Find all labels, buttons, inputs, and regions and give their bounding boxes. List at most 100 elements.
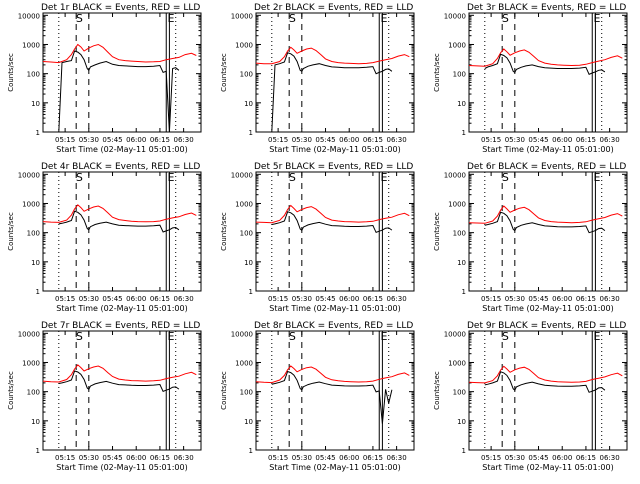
x-axis-label: Start Time (02-May-11 05:01:00) xyxy=(56,304,187,313)
y-tick-label: 100 xyxy=(240,230,253,238)
x-tick-label: 05:30 xyxy=(79,454,99,462)
x-tick-label: 05:30 xyxy=(505,136,525,144)
y-tick-label: 1000 xyxy=(235,359,253,367)
y-tick-label: 1000 xyxy=(22,359,40,367)
x-tick-label: 06:30 xyxy=(174,454,194,462)
event-marker-label: E xyxy=(381,12,388,25)
event-marker-label: S xyxy=(76,12,83,25)
y-tick-label: 100 xyxy=(240,389,253,397)
plot-frame xyxy=(42,171,202,292)
plot-panel: Det 2r BLACK = Events, RED = LLD 1 10 100 10… xyxy=(220,3,415,154)
y-tick-label: 1 xyxy=(462,129,466,137)
x-tick-label: 06:30 xyxy=(600,136,620,144)
y-tick-label: 1 xyxy=(249,129,253,137)
plot-panel: Det 7r BLACK = Events, RED = LLD 1 10 100 10… xyxy=(7,321,202,472)
y-tick-label: 10 xyxy=(244,100,253,108)
event-marker-label: E xyxy=(168,171,175,184)
x-tick-label: 06:15 xyxy=(576,295,596,303)
x-tick-label: 06:30 xyxy=(174,136,194,144)
y-tick-label: 10 xyxy=(244,418,253,426)
plot-panel: Det 8r BLACK = Events, RED = LLD 1 10 100 10… xyxy=(220,321,415,472)
y-tick-label: 100 xyxy=(453,389,466,397)
y-axis-label: Counts/sec xyxy=(220,212,228,251)
x-tick-label: 06:15 xyxy=(363,454,383,462)
event-marker-label: E xyxy=(381,330,388,343)
event-marker-label: S xyxy=(289,330,296,343)
y-tick-label: 10000 xyxy=(231,12,253,20)
x-tick-label: 05:45 xyxy=(102,454,122,462)
y-axis-label: Counts/sec xyxy=(7,212,15,251)
x-tick-label: 05:45 xyxy=(528,295,548,303)
y-tick-label: 10 xyxy=(457,418,466,426)
plot-title: Det 6r BLACK = Events, RED = LLD xyxy=(467,162,626,172)
x-axis-label: Start Time (02-May-11 05:01:00) xyxy=(56,145,187,154)
y-tick-label: 10000 xyxy=(18,12,40,20)
x-tick-label: 05:15 xyxy=(268,295,288,303)
plot-title: Det 4r BLACK = Events, RED = LLD xyxy=(41,162,200,172)
lld-series-line xyxy=(468,205,623,224)
y-tick-label: 100 xyxy=(27,389,40,397)
event-marker-label: E xyxy=(594,12,601,25)
event-marker-label: S xyxy=(76,171,83,184)
plot-frame xyxy=(42,330,202,451)
y-axis-label: Counts/sec xyxy=(220,371,228,410)
x-tick-label: 05:15 xyxy=(481,136,501,144)
x-tick-label: 05:15 xyxy=(481,295,501,303)
event-marker-label: E xyxy=(594,330,601,343)
y-tick-label: 10000 xyxy=(444,330,466,338)
y-tick-label: 100 xyxy=(453,71,466,79)
lld-series-line xyxy=(42,364,197,383)
y-tick-label: 100 xyxy=(27,71,40,79)
events-series-line xyxy=(484,371,606,393)
x-axis-label: Start Time (02-May-11 05:01:00) xyxy=(56,463,187,472)
x-tick-label: 05:45 xyxy=(528,454,548,462)
event-marker-label: S xyxy=(502,171,509,184)
x-tick-label: 06:15 xyxy=(150,136,170,144)
event-marker-label: S xyxy=(289,12,296,25)
y-tick-label: 10000 xyxy=(231,171,253,179)
x-tick-label: 05:15 xyxy=(55,454,75,462)
plot-panel: Det 4r BLACK = Events, RED = LLD 1 10 100 10… xyxy=(7,162,202,313)
y-tick-label: 1000 xyxy=(448,359,466,367)
y-tick-label: 1 xyxy=(249,288,253,296)
event-marker-label: E xyxy=(168,12,175,25)
lld-series-line xyxy=(255,365,410,384)
x-tick-label: 05:45 xyxy=(315,295,335,303)
x-tick-label: 06:00 xyxy=(339,136,359,144)
y-tick-label: 1000 xyxy=(448,200,466,208)
event-marker-label: E xyxy=(381,171,388,184)
x-tick-label: 05:15 xyxy=(268,454,288,462)
y-tick-label: 10 xyxy=(31,418,40,426)
plot-title: Det 9r BLACK = Events, RED = LLD xyxy=(467,321,626,331)
event-marker-label: S xyxy=(76,330,83,343)
x-tick-label: 06:00 xyxy=(552,136,572,144)
y-tick-label: 1000 xyxy=(22,200,40,208)
lld-series-line xyxy=(42,204,197,223)
x-tick-label: 06:30 xyxy=(600,295,620,303)
x-axis-label: Start Time (02-May-11 05:01:00) xyxy=(269,304,400,313)
x-tick-label: 06:30 xyxy=(387,136,407,144)
y-tick-label: 10000 xyxy=(18,171,40,179)
lld-series-line xyxy=(42,43,197,64)
x-tick-label: 06:00 xyxy=(339,454,359,462)
x-axis-label: Start Time (02-May-11 05:01:00) xyxy=(482,145,613,154)
x-tick-label: 05:30 xyxy=(79,295,99,303)
x-tick-label: 06:00 xyxy=(552,295,572,303)
event-marker-label: E xyxy=(594,171,601,184)
x-axis-label: Start Time (02-May-11 05:01:00) xyxy=(269,463,400,472)
plot-panel: Det 6r BLACK = Events, RED = LLD 1 10 100 10… xyxy=(433,162,628,313)
events-series-line xyxy=(271,370,393,424)
y-tick-label: 10 xyxy=(244,259,253,267)
y-tick-label: 1 xyxy=(462,288,466,296)
x-tick-label: 05:45 xyxy=(528,136,548,144)
x-tick-label: 06:30 xyxy=(387,295,407,303)
x-tick-label: 06:15 xyxy=(363,295,383,303)
event-marker-label: S xyxy=(289,171,296,184)
y-tick-label: 1 xyxy=(462,447,466,455)
x-tick-label: 05:15 xyxy=(55,295,75,303)
x-tick-label: 06:00 xyxy=(552,454,572,462)
x-tick-label: 06:00 xyxy=(126,295,146,303)
lld-series-line xyxy=(468,48,623,67)
y-tick-label: 100 xyxy=(453,230,466,238)
